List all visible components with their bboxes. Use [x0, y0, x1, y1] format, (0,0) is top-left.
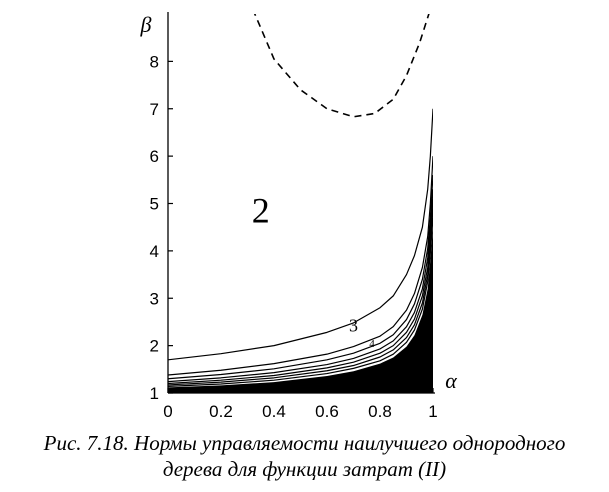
y-tick-label: 3: [150, 289, 159, 308]
region-label: 2: [252, 190, 270, 230]
caption-line-1: Рис. 7.18. Нормы управляемости наилучшег…: [43, 431, 566, 455]
series-line-7: [168, 208, 433, 386]
x-tick-label: 1: [428, 402, 437, 421]
filled-region: [168, 14, 433, 393]
x-tick-label: 0.6: [315, 402, 339, 421]
series-line-4: [168, 175, 433, 380]
y-tick-label: 4: [150, 242, 159, 261]
plot-clip-group: [168, 14, 433, 393]
y-axis-label: β: [140, 12, 152, 37]
series-line-2: [168, 108, 433, 361]
series-line-1: [253, 14, 430, 118]
curve-label: 3: [349, 315, 358, 335]
x-tick-label: 0.2: [209, 402, 233, 421]
series-line-3: [168, 156, 433, 376]
curve-label: 4: [369, 338, 375, 350]
y-tick-label: 7: [150, 100, 159, 119]
y-tick-label: 8: [150, 52, 159, 71]
x-tick-label: 0.8: [368, 402, 392, 421]
y-tick-label: 6: [150, 147, 159, 166]
x-axis-label: α: [445, 368, 457, 393]
x-tick-label: 0: [163, 402, 172, 421]
caption-line-2: дерева для функции затрат (II): [162, 457, 447, 481]
y-tick-label: 5: [150, 195, 159, 214]
plot-area: [168, 14, 433, 393]
figure-caption: Рис. 7.18. Нормы управляемости наилучшег…: [0, 430, 609, 482]
series-line-8: [168, 217, 433, 387]
x-tick-label: 0.4: [262, 402, 286, 421]
y-tick-label: 2: [150, 337, 159, 356]
y-tick-label: 1: [150, 384, 159, 403]
series-line-5: [168, 189, 433, 383]
series-line-6: [168, 198, 433, 385]
